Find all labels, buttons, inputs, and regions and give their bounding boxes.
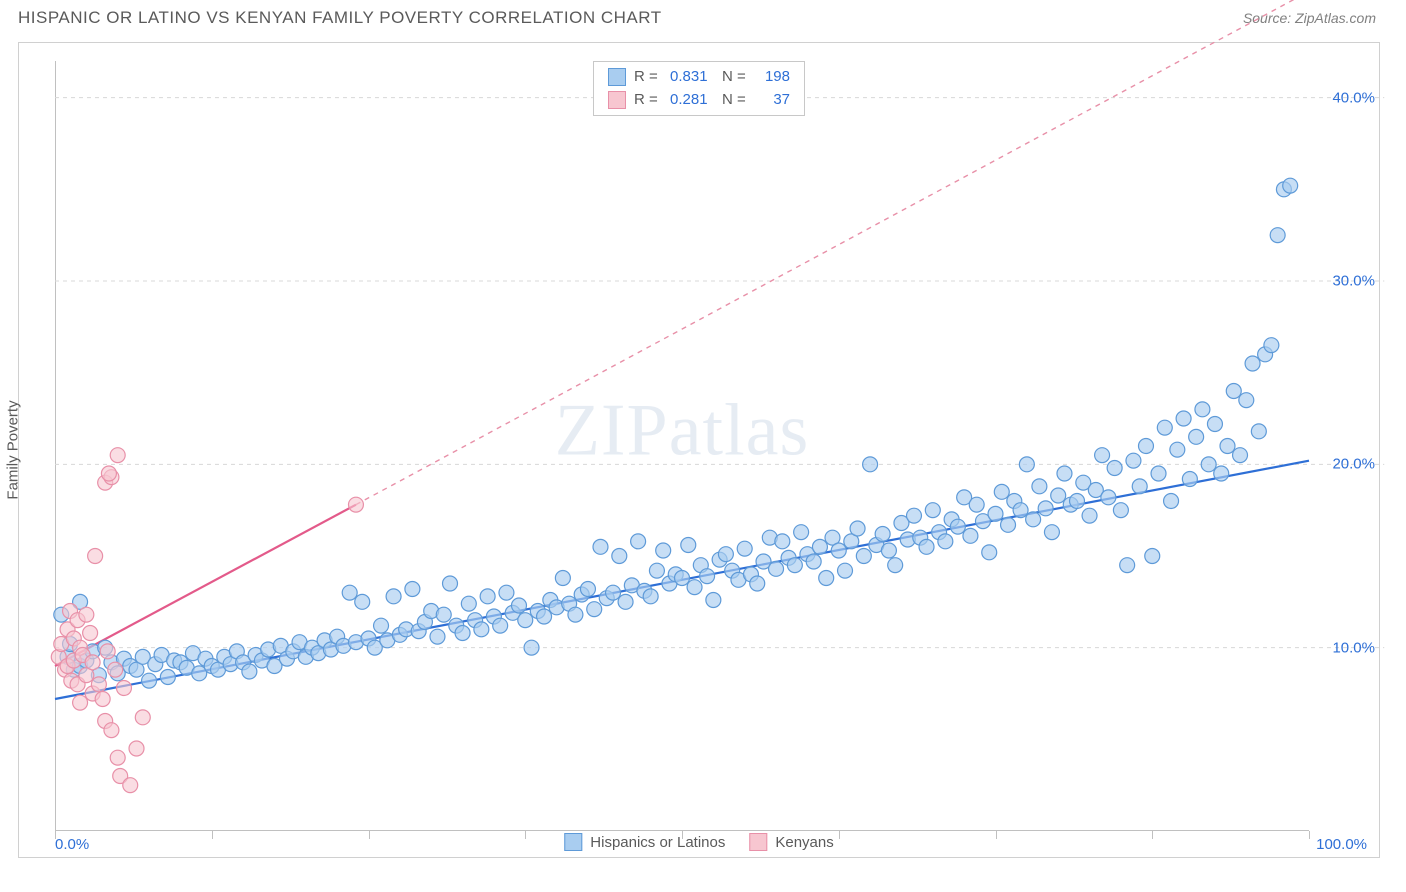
n-label: N = xyxy=(722,66,750,89)
x-tick xyxy=(996,831,997,839)
series-legend-item: Kenyans xyxy=(749,833,833,851)
legend-swatch xyxy=(608,68,626,86)
chart-header: HISPANIC OR LATINO VS KENYAN FAMILY POVE… xyxy=(0,0,1406,28)
y-tick-label: 30.0% xyxy=(1332,273,1375,290)
n-value: 198 xyxy=(758,66,790,89)
x-axis-min-label: 0.0% xyxy=(55,836,89,853)
chart-title: HISPANIC OR LATINO VS KENYAN FAMILY POVE… xyxy=(18,8,662,28)
source-attribution: Source: ZipAtlas.com xyxy=(1243,10,1376,26)
x-tick xyxy=(1309,831,1310,839)
n-value: 37 xyxy=(758,89,790,112)
y-tick-label: 10.0% xyxy=(1332,639,1375,656)
series-legend-item: Hispanics or Latinos xyxy=(564,833,725,851)
x-tick xyxy=(212,831,213,839)
stats-legend-row: R = 0.281 N = 37 xyxy=(608,89,790,112)
x-tick xyxy=(369,831,370,839)
x-tick xyxy=(1152,831,1153,839)
plot-svg xyxy=(55,61,1309,831)
series-legend-label: Hispanics or Latinos xyxy=(590,834,725,851)
y-tick-label: 40.0% xyxy=(1332,89,1375,106)
n-label: N = xyxy=(722,89,750,112)
chart-container: Family Poverty ZIPatlas 10.0%20.0%30.0%4… xyxy=(18,42,1380,858)
series-legend: Hispanics or Latinos Kenyans xyxy=(564,833,833,851)
plot-area: ZIPatlas 10.0%20.0%30.0%40.0% xyxy=(55,61,1309,831)
legend-swatch xyxy=(564,833,582,851)
stats-legend: R = 0.831 N = 198 R = 0.281 N = 37 xyxy=(593,61,805,116)
y-axis-label: Family Poverty xyxy=(5,400,22,499)
x-axis-max-label: 100.0% xyxy=(1316,836,1367,853)
x-tick xyxy=(525,831,526,839)
x-tick xyxy=(839,831,840,839)
series-legend-label: Kenyans xyxy=(775,834,833,851)
r-label: R = xyxy=(634,66,662,89)
r-value: 0.831 xyxy=(670,66,714,89)
legend-swatch xyxy=(749,833,767,851)
stats-legend-row: R = 0.831 N = 198 xyxy=(608,66,790,89)
r-value: 0.281 xyxy=(670,89,714,112)
legend-swatch xyxy=(608,91,626,109)
y-tick-label: 20.0% xyxy=(1332,456,1375,473)
r-label: R = xyxy=(634,89,662,112)
